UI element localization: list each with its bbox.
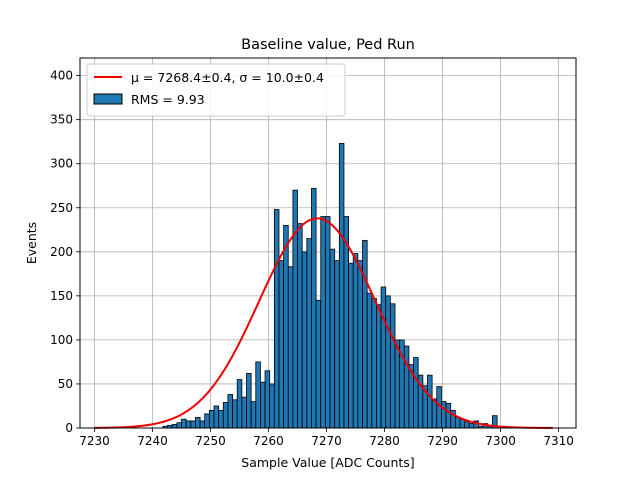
histogram-bar (389, 303, 396, 429)
histogram-bar (441, 401, 447, 429)
histogram-bar (394, 339, 401, 429)
histogram-bar (255, 361, 261, 429)
histogram-bar (348, 262, 354, 429)
x-tick-label: 7290 (427, 434, 458, 448)
y-axis-label: Events (24, 222, 39, 264)
histogram-bar (287, 266, 294, 429)
histogram-bar (459, 418, 466, 429)
histogram-bar (362, 239, 368, 429)
histogram-bar (464, 421, 470, 429)
histogram-bar (334, 260, 340, 429)
histogram-bar (311, 187, 317, 429)
histogram-bar (380, 286, 387, 429)
histogram-bar (171, 424, 178, 429)
x-tick-label: 7310 (543, 434, 574, 448)
histogram-bar (403, 345, 410, 429)
histogram-bar (264, 370, 271, 429)
histogram-bar (241, 396, 247, 429)
histogram-bar (208, 409, 215, 429)
y-axis-ticks: 0 50 100 150 200 250 300 350 400 (50, 69, 80, 435)
histogram-bar (385, 295, 391, 429)
x-axis-label: Sample Value [ADC Counts] (241, 455, 414, 470)
plot-frame (79, 57, 577, 429)
histogram-bar (213, 405, 220, 429)
histogram-bar (320, 216, 326, 429)
histogram-bar (283, 224, 289, 429)
histogram-bar (329, 248, 336, 429)
histogram-bar (218, 409, 224, 429)
histogram-bar (185, 420, 192, 429)
y-tick-label: 250 (50, 201, 73, 215)
y-tick-label: 350 (50, 113, 73, 127)
histogram-bar (227, 394, 233, 429)
histogram-bar (454, 417, 461, 429)
x-tick-label: 7280 (369, 434, 400, 448)
histogram-bar (297, 223, 303, 429)
histogram-bar (324, 216, 331, 429)
x-tick-label: 7240 (137, 434, 168, 448)
histogram-bar (246, 372, 252, 429)
histogram-bar (427, 374, 433, 429)
histogram-bar (236, 379, 243, 429)
y-tick-label: 200 (50, 245, 73, 259)
histogram-bar (468, 423, 475, 429)
histogram-bar (190, 420, 196, 429)
legend-fit-label: μ = 7268.4±0.4, σ = 10.0±0.4 (131, 70, 324, 85)
histogram-bar (232, 399, 238, 429)
x-axis-ticks: 7230 7240 7250 7260 7270 7280 7290 7300 7310 (79, 428, 574, 448)
histogram-bar (260, 381, 266, 429)
legend-hist-label: RMS = 9.93 (131, 92, 205, 107)
histogram-bar (413, 357, 419, 429)
y-tick-label: 100 (50, 333, 73, 347)
x-tick-label: 7260 (253, 434, 284, 448)
x-tick-label: 7270 (311, 434, 342, 448)
histogram-bar (222, 402, 229, 429)
histogram-bar (199, 420, 206, 429)
x-tick-label: 7230 (79, 434, 110, 448)
histogram-bar (301, 251, 308, 429)
histogram-bar (292, 189, 298, 429)
legend-hist-swatch (93, 93, 123, 105)
histogram-bar (352, 253, 359, 429)
histogram-bar (306, 238, 312, 429)
histogram-bar (195, 417, 201, 429)
histogram-bar (445, 402, 452, 429)
histogram-bar (269, 383, 275, 429)
histogram-bar (338, 143, 345, 429)
histogram-bar (176, 422, 182, 429)
x-tick-label: 7250 (195, 434, 226, 448)
histogram-bar (204, 413, 210, 429)
y-tick-label: 400 (50, 69, 73, 83)
histogram-bar (371, 298, 377, 429)
chart-title: Baseline value, Ped Run (241, 37, 415, 53)
histogram-bar (343, 216, 349, 429)
y-tick-label: 50 (58, 377, 73, 391)
gaussian-fit-curve (94, 217, 553, 429)
histogram-bar (366, 292, 373, 429)
histogram-bar (273, 209, 280, 429)
histogram-bar (315, 299, 322, 429)
histogram-bar (181, 418, 187, 429)
y-tick-label: 150 (50, 289, 73, 303)
histogram-bar (278, 260, 285, 429)
y-tick-label: 0 (65, 421, 73, 435)
histogram-bar (376, 304, 382, 429)
legend: μ = 7268.4±0.4, σ = 10.0±0.4 RMS = 9.93 (86, 63, 346, 117)
histogram-bar (357, 260, 363, 429)
x-tick-label: 7300 (485, 434, 516, 448)
histogram-bars (162, 143, 498, 429)
histogram-bar (250, 401, 257, 429)
y-tick-label: 300 (50, 157, 73, 171)
legend-box (86, 63, 346, 117)
